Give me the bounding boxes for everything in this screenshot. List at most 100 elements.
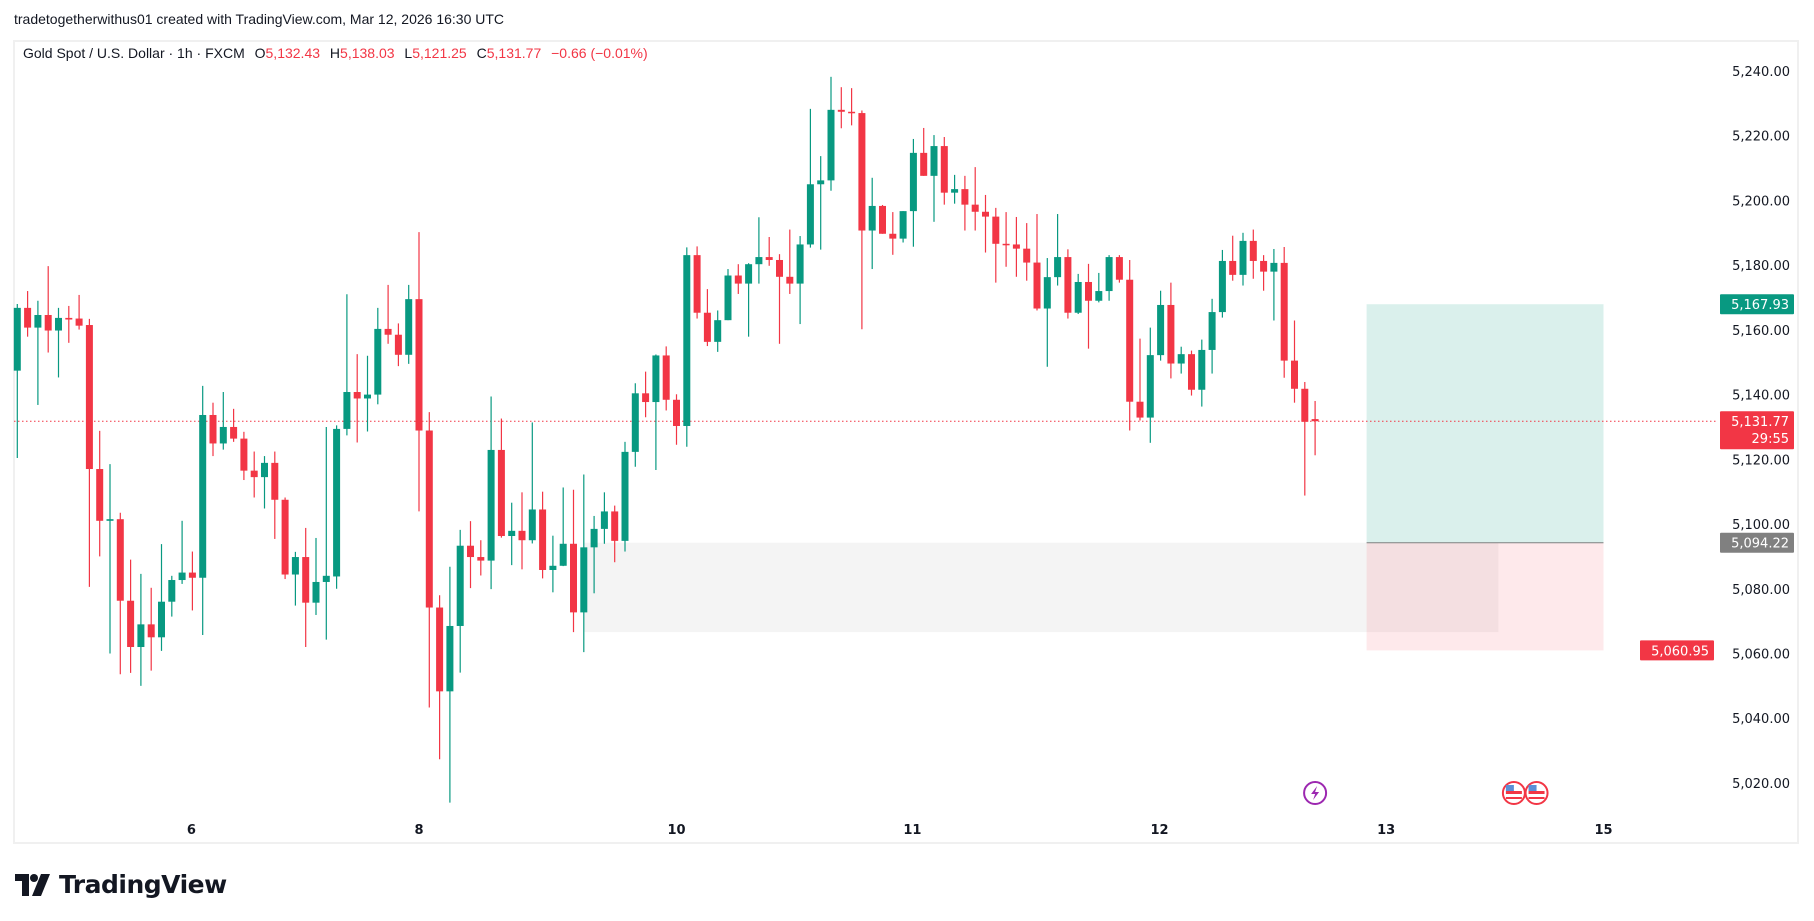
time-tick-label: 6 xyxy=(187,823,196,838)
close-value: 5,131.77 xyxy=(486,45,542,61)
low-label: L xyxy=(404,45,413,61)
chart-frame xyxy=(13,40,1799,844)
candle-up xyxy=(724,275,732,321)
candle-down xyxy=(1002,243,1010,246)
price-tick-label: 5,080.00 xyxy=(1732,583,1790,598)
candle-up xyxy=(1095,291,1103,301)
candle-up xyxy=(1043,277,1051,309)
candle-up xyxy=(683,255,691,426)
candle-down xyxy=(920,152,928,176)
candle-down xyxy=(765,257,773,260)
candle-down xyxy=(1136,401,1144,418)
high-value: 5,138.03 xyxy=(340,45,395,61)
candle-down xyxy=(1012,244,1020,249)
candle-down xyxy=(611,511,619,541)
candle-up xyxy=(55,317,62,331)
candle-up xyxy=(1198,349,1206,390)
candle-up xyxy=(168,580,176,602)
lightning-bolt-icon xyxy=(1311,786,1320,800)
candle-down xyxy=(1229,260,1237,275)
price-tick-label: 5,100.00 xyxy=(1732,518,1790,533)
us-flag-stripe xyxy=(1528,791,1545,794)
time-tick-label: 13 xyxy=(1377,823,1395,838)
candle-down xyxy=(1311,419,1319,422)
candle-up xyxy=(261,462,268,478)
candle-down xyxy=(24,307,32,328)
stop-price-tag: 5,060.95 xyxy=(1651,644,1709,659)
candle-up xyxy=(806,184,814,245)
candle-down xyxy=(85,325,93,470)
candle-up xyxy=(34,314,42,328)
candle-up xyxy=(219,426,227,444)
candle-up xyxy=(487,449,495,561)
candle-down xyxy=(734,275,742,284)
candle-up xyxy=(1239,240,1247,275)
candle-up xyxy=(333,428,341,577)
candle-down xyxy=(384,328,392,335)
entry-price-tag-box xyxy=(1720,532,1794,553)
us-flag-stripe xyxy=(1528,797,1545,799)
tradingview-logo-icon xyxy=(15,873,50,896)
long-position-target-zone xyxy=(1366,304,1604,543)
candle-down xyxy=(642,393,650,403)
time-tick-label: 8 xyxy=(414,823,423,838)
candle-up xyxy=(1177,354,1185,364)
tradingview-logo-text: TradingView xyxy=(59,870,227,899)
candle-down xyxy=(662,355,670,400)
candle-up xyxy=(817,180,825,185)
candle-down xyxy=(1085,281,1092,301)
symbol-title[interactable]: Gold Spot / U.S. Dollar · 1h · FXCM xyxy=(23,45,245,61)
candle-down xyxy=(436,607,444,692)
candle-down xyxy=(786,276,794,284)
candle-down xyxy=(415,299,423,431)
candle-down xyxy=(467,545,474,558)
candle-up xyxy=(559,543,567,566)
time-tick-label: 15 xyxy=(1594,823,1612,838)
candle-up xyxy=(405,299,413,355)
target-price-tag-box xyxy=(1720,294,1794,315)
candle-down xyxy=(188,572,196,578)
candle-down xyxy=(1064,257,1072,313)
price-tick-label: 5,240.00 xyxy=(1732,65,1790,80)
candle-down xyxy=(1115,257,1123,280)
candle-down xyxy=(1291,360,1298,389)
candle-down xyxy=(1260,260,1268,272)
candle-down xyxy=(281,499,289,575)
candle-up xyxy=(1270,262,1278,272)
candle-down xyxy=(518,530,526,541)
candle-up xyxy=(291,557,299,575)
candle-up xyxy=(549,565,557,570)
candle-up xyxy=(312,581,320,603)
candle-up xyxy=(909,152,917,212)
candle-up xyxy=(1218,260,1226,313)
candle-up xyxy=(580,547,588,613)
candle-down xyxy=(302,557,310,603)
candle-up xyxy=(621,451,629,541)
candle-up xyxy=(930,146,938,176)
candle-down xyxy=(477,557,485,561)
time-tick-label: 12 xyxy=(1151,823,1169,838)
candle-down xyxy=(271,462,279,500)
candle-down xyxy=(539,509,547,570)
candle-up xyxy=(1105,257,1113,292)
tradingview-logo[interactable]: TradingView xyxy=(15,870,227,899)
candle-up xyxy=(374,328,382,395)
open-label: O xyxy=(254,45,266,61)
candle-down xyxy=(1023,248,1031,263)
candle-down xyxy=(879,205,886,234)
candle-down xyxy=(230,426,238,439)
candle-up xyxy=(755,257,763,265)
candle-down xyxy=(127,600,135,648)
gray-zone xyxy=(583,542,1499,633)
candle-up xyxy=(1074,281,1082,313)
candle-up xyxy=(446,625,454,692)
price-tick-label: 5,020.00 xyxy=(1732,777,1790,792)
last-price-tag-box xyxy=(1720,411,1794,450)
candle-up xyxy=(137,624,145,648)
candle-down xyxy=(75,318,83,326)
candle-down xyxy=(209,414,217,444)
candle-down xyxy=(425,430,433,608)
us-flag-stripe xyxy=(1505,797,1522,799)
candle-down xyxy=(961,189,969,205)
